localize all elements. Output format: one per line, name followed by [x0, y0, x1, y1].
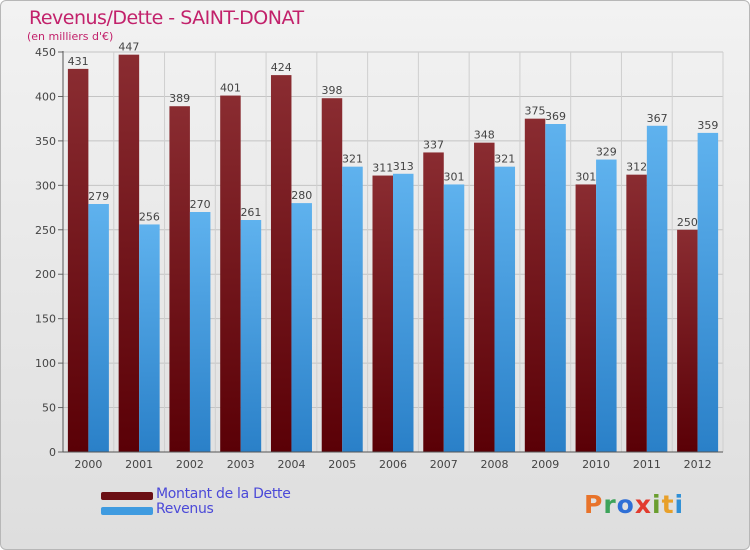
chart-subtitle: (en milliers d'€): [27, 30, 114, 43]
bar-dette: [575, 184, 597, 452]
data-label-dette: 250: [677, 216, 698, 229]
bar-revenus: [342, 166, 363, 452]
x-tick-label: 2010: [582, 458, 610, 471]
bar-revenus: [494, 166, 516, 452]
x-tick-label: 2012: [684, 458, 712, 471]
bar-revenus: [139, 224, 160, 452]
logo-letter: t: [661, 490, 675, 519]
logo-letter: i: [652, 490, 662, 519]
bar-revenus: [646, 125, 668, 453]
x-tick-label: 2001: [125, 458, 153, 471]
data-label-revenus: 270: [190, 198, 211, 211]
bar-dette: [321, 98, 343, 452]
legend-label-dette: Montant de la Dette: [156, 486, 291, 502]
data-label-dette: 431: [68, 55, 89, 68]
axis-layer: 0 50 100 150 200 250 300 350 400 450 2000 2001 2002 2…: [35, 46, 723, 471]
bar-dette: [423, 152, 444, 452]
data-label-dette: 424: [271, 61, 292, 74]
data-label-dette: 389: [169, 92, 190, 105]
bar-dette: [270, 75, 292, 452]
bar-revenus: [291, 203, 312, 452]
data-label-revenus: 261: [240, 206, 261, 219]
x-tick-label: 2004: [277, 458, 305, 471]
logo-letter: P: [584, 490, 604, 519]
logo-letter: r: [603, 490, 617, 519]
data-label-revenus: 256: [139, 210, 160, 223]
y-tick-label: 200: [35, 268, 56, 281]
x-tick-label: 2006: [379, 458, 407, 471]
bar-revenus: [545, 124, 566, 452]
data-label-dette: 312: [626, 161, 647, 174]
y-tick-label: 300: [35, 179, 56, 192]
bar-dette: [220, 95, 241, 453]
logo-letter: o: [616, 490, 635, 519]
y-tick-label: 150: [35, 313, 56, 326]
data-label-dette: 311: [372, 162, 393, 175]
y-tick-label: 350: [35, 135, 56, 148]
x-tick-label: 2002: [176, 458, 204, 471]
data-label-revenus: 367: [647, 112, 668, 125]
y-tick-label: 450: [35, 46, 56, 59]
y-tick-label: 50: [42, 402, 56, 415]
bar-revenus: [88, 204, 109, 452]
data-label-revenus: 359: [697, 119, 718, 132]
data-label-dette: 447: [118, 41, 139, 54]
logo-letter: i: [674, 490, 685, 519]
data-label-dette: 401: [220, 82, 241, 95]
data-label-revenus: 301: [444, 170, 465, 183]
bar-dette: [372, 175, 393, 453]
logo-letter: x: [634, 490, 652, 519]
x-tick-label: 2009: [531, 458, 559, 471]
bar-dette: [169, 106, 190, 452]
data-label-dette: 348: [474, 129, 495, 142]
data-label-revenus: 329: [596, 146, 617, 159]
bar-dette: [67, 68, 89, 452]
bar-revenus: [697, 132, 719, 452]
y-tick-label: 0: [49, 446, 56, 459]
bar-dette: [677, 229, 698, 452]
legend-swatch-dette: [101, 492, 153, 500]
data-label-dette: 398: [321, 84, 342, 97]
bar-dette: [474, 142, 495, 452]
x-tick-label: 2000: [74, 458, 102, 471]
x-tick-label: 2008: [481, 458, 509, 471]
y-tick-label: 250: [35, 224, 56, 237]
bar-dette: [524, 118, 546, 453]
data-label-dette: 301: [575, 170, 596, 183]
bar-dette: [626, 174, 647, 452]
chart-title: Revenus/Dette - SAINT-DONAT: [29, 7, 304, 29]
x-tick-label: 2005: [328, 458, 356, 471]
x-tick-label: 2011: [633, 458, 661, 471]
bar-revenus: [393, 173, 414, 452]
bar-revenus: [189, 212, 211, 452]
legend-swatch-revenus: [101, 507, 153, 515]
legend-label-revenus: Revenus: [156, 501, 214, 517]
data-label-revenus: 313: [393, 160, 414, 173]
data-label-dette: 375: [525, 105, 546, 118]
bar-revenus: [596, 159, 617, 453]
data-label-revenus: 321: [342, 153, 363, 166]
bars-layer: [67, 54, 719, 453]
x-tick-label: 2003: [227, 458, 255, 471]
data-label-revenus: 369: [545, 110, 566, 123]
proxiti-logo: Proxiti: [584, 490, 684, 519]
data-label-revenus: 280: [291, 189, 312, 202]
bar-dette: [118, 54, 140, 453]
y-tick-label: 100: [35, 357, 56, 370]
bar-revenus: [443, 184, 465, 452]
x-tick-label: 2007: [430, 458, 458, 471]
bar-revenus: [240, 220, 262, 452]
data-label-revenus: 321: [494, 153, 515, 166]
data-label-revenus: 279: [88, 190, 109, 203]
data-label-dette: 337: [423, 138, 444, 151]
y-tick-label: 400: [35, 90, 56, 103]
